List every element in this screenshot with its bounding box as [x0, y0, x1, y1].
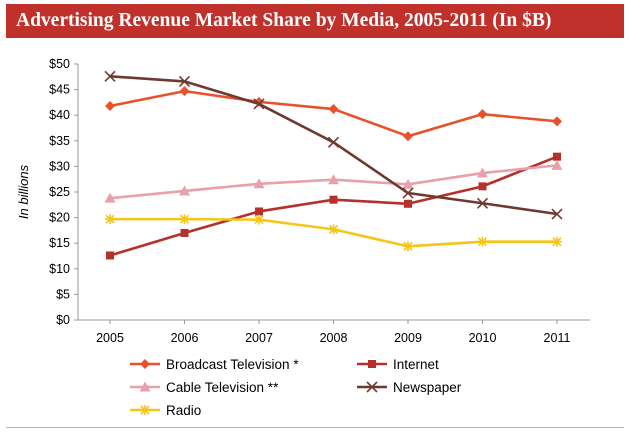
data-point-cable-television — [477, 167, 488, 178]
data-point-broadcast-television — [179, 86, 190, 97]
data-point-internet — [255, 207, 263, 216]
y-tick-label: $10 — [49, 262, 70, 276]
data-point-internet — [478, 182, 487, 191]
x-tick-label: 2007 — [245, 331, 273, 345]
data-point-newspaper — [476, 197, 489, 209]
y-tick-label: $30 — [49, 159, 70, 173]
y-tick-label: $45 — [49, 83, 70, 97]
legend-marker-internet — [368, 360, 376, 368]
data-point-newspaper — [104, 70, 116, 82]
x-tick-label: 2008 — [320, 331, 348, 345]
data-point-broadcast-television — [105, 100, 115, 111]
legend-marker-radio — [140, 405, 150, 415]
data-point-internet — [180, 228, 189, 237]
data-point-newspaper — [178, 75, 191, 87]
x-tick-label: 2009 — [394, 331, 422, 345]
series-line-newspaper — [109, 74, 558, 216]
data-point-broadcast-television — [328, 104, 339, 115]
data-point-broadcast-television — [403, 131, 413, 142]
legend-label-broadcast-television: Broadcast Television * — [166, 357, 299, 372]
data-point-radio — [105, 214, 115, 225]
legend-label-newspaper: Newspaper — [393, 380, 462, 395]
legend-label-cable-television: Cable Television ** — [166, 380, 279, 395]
data-point-internet — [106, 251, 114, 260]
data-point-newspaper — [402, 187, 414, 199]
y-tick-label: $5 — [56, 287, 70, 301]
data-point-radio — [179, 214, 190, 225]
data-point-radio — [403, 241, 413, 252]
legend-label-internet: Internet — [393, 357, 439, 372]
legend-marker-broadcast-television — [140, 359, 150, 369]
data-point-cable-television — [402, 178, 414, 189]
x-tick-label: 2010 — [469, 331, 497, 345]
y-tick-label: $0 — [56, 313, 70, 327]
x-tick-label: 2005 — [96, 331, 124, 345]
legend-label-radio: Radio — [166, 403, 201, 418]
data-point-broadcast-television — [552, 116, 562, 127]
data-point-cable-television — [179, 185, 190, 196]
y-tick-label: $40 — [49, 108, 70, 122]
data-point-cable-television — [551, 159, 563, 170]
data-point-internet — [329, 195, 338, 204]
data-point-internet — [553, 152, 561, 161]
data-point-newspaper — [551, 208, 563, 220]
data-point-radio — [552, 236, 562, 247]
data-point-newspaper — [253, 98, 265, 110]
data-point-cable-television — [104, 192, 116, 203]
y-tick-label: $20 — [49, 211, 70, 225]
data-point-newspaper — [327, 136, 340, 148]
y-tick-label: $50 — [49, 57, 70, 71]
data-point-radio — [328, 224, 339, 235]
y-tick-label: $35 — [49, 134, 70, 148]
chart-title: Advertising Revenue Market Share by Medi… — [16, 10, 552, 31]
y-tick-label: $25 — [49, 185, 70, 199]
data-point-internet — [404, 199, 412, 208]
data-point-cable-television — [328, 174, 339, 185]
x-tick-label: 2006 — [171, 331, 199, 345]
x-tick-label: 2011 — [544, 331, 571, 345]
y-tick-label: $15 — [49, 236, 70, 250]
y-axis-title: In billions — [16, 164, 31, 219]
data-point-cable-television — [253, 178, 265, 189]
data-point-radio — [254, 214, 264, 225]
chart-title-bar: Advertising Revenue Market Share by Medi… — [6, 4, 624, 38]
legend-marker-newspaper — [366, 381, 378, 393]
data-point-broadcast-television — [477, 109, 488, 120]
bottom-divider — [6, 427, 624, 428]
legend-marker-cable-television — [139, 381, 151, 392]
data-point-radio — [477, 236, 488, 247]
